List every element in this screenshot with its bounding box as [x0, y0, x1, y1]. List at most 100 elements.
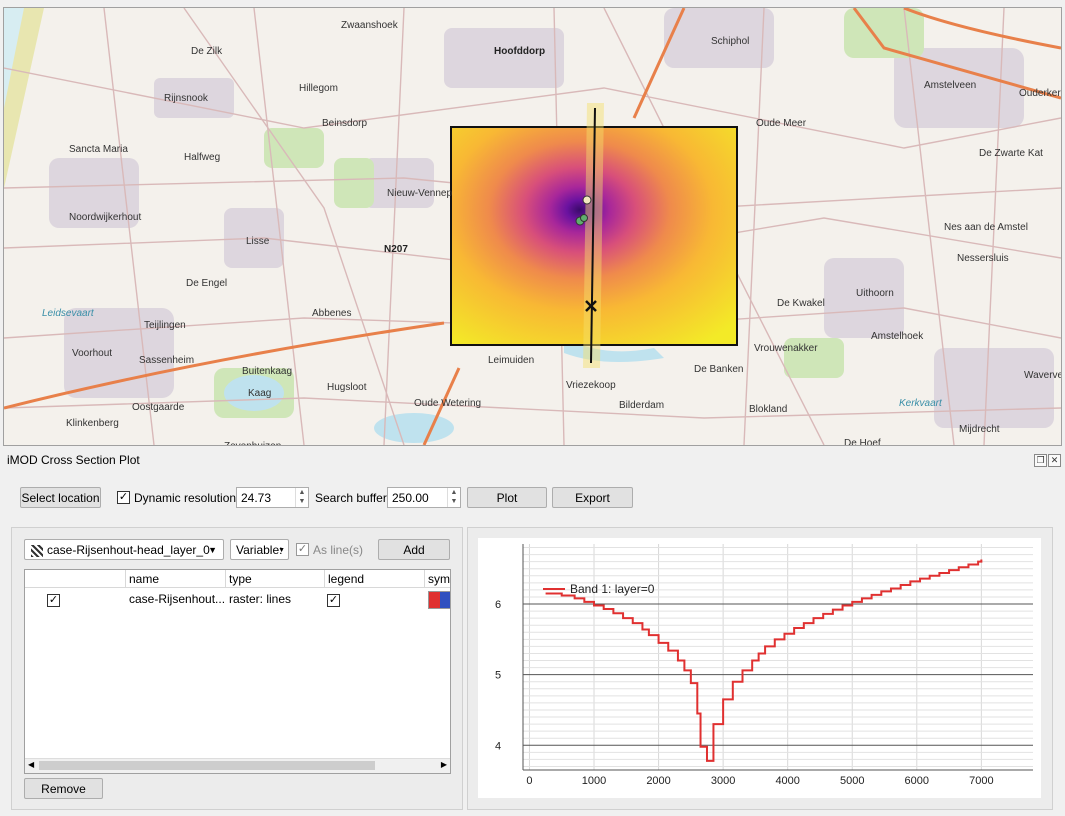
legend-label: Band 1: layer=0 — [570, 582, 655, 596]
place-label: Kaag — [248, 388, 272, 399]
place-label: De Zwarte Kat — [979, 148, 1043, 159]
place-label: Mijdrecht — [959, 424, 1000, 435]
place-label: Voorhout — [72, 348, 113, 359]
resolution-spinbox[interactable]: 24.73 ▲ ▼ — [236, 487, 309, 508]
place-label: Buitenkaag — [242, 366, 293, 377]
place-label: Amstelhoek — [871, 331, 924, 342]
symbol-swatch[interactable] — [428, 591, 450, 609]
place-label: Vrouwenakker — [754, 343, 818, 354]
y-tick-label: 5 — [495, 670, 501, 682]
cross-section-plot[interactable]: 0 1000 2000 3000 4000 5000 6000 7000 4 5 6 Band 1: … — [478, 538, 1041, 798]
select-location-button[interactable]: Select location — [20, 487, 101, 508]
place-label: Noordwijkerhout — [69, 212, 142, 223]
place-label: De Kwakel — [777, 298, 825, 309]
place-label: Lisse — [246, 236, 270, 247]
row-legend-checkbox[interactable]: ✓ — [327, 594, 340, 607]
variable-combobox[interactable]: Variable: ▼ — [230, 539, 289, 560]
variable-combo-text: Variable: — [236, 543, 283, 557]
place-label: Nieuw-Vennep — [387, 188, 453, 199]
layer-combo-text: case-Rijsenhout-head_layer_0 — [47, 543, 210, 557]
place-label: Nessersluis — [957, 253, 1009, 264]
x-tick-label: 4000 — [775, 775, 799, 787]
column-header-legend[interactable]: legend — [325, 570, 425, 588]
place-label: N207 — [384, 244, 408, 255]
place-label: Waverveen — [1024, 370, 1061, 381]
chart-svg: 0 1000 2000 3000 4000 5000 6000 7000 4 5 6 Band 1: … — [495, 544, 1033, 787]
column-header-type[interactable]: type — [226, 570, 325, 588]
export-button[interactable]: Export — [552, 487, 633, 508]
chevron-down-icon: ▼ — [208, 545, 217, 555]
place-label: Abbenes — [312, 308, 352, 319]
map-canvas[interactable]: Zwaanshoek Hoofddorp Schiphol De Zilk Hilleg… — [3, 7, 1062, 446]
place-label: Schiphol — [711, 36, 750, 47]
search-buffer-value: 250.00 — [392, 491, 429, 505]
place-label: Blokland — [749, 404, 788, 415]
place-label: Teijlingen — [144, 320, 186, 331]
place-label: Hoofddorp — [494, 46, 546, 57]
restore-icon[interactable]: ❐ — [1034, 454, 1047, 467]
column-header-symbol[interactable]: sym — [425, 570, 450, 588]
x-tick-label: 5000 — [840, 775, 864, 787]
place-label: Halfweg — [184, 152, 221, 163]
place-label: Nes aan de Amstel — [944, 222, 1028, 233]
place-label: Sancta Maria — [69, 144, 128, 155]
place-label: Klinkenberg — [66, 418, 119, 429]
remove-button[interactable]: Remove — [24, 778, 103, 799]
as-lines-label: As line(s) — [313, 543, 364, 557]
place-label: Kerkvaart — [899, 398, 942, 409]
row-type: raster: lines — [229, 592, 292, 606]
layer-combobox[interactable]: case-Rijsenhout-head_layer_0 ▼ — [24, 539, 224, 560]
place-label: Hillegom — [299, 83, 338, 94]
column-header-name[interactable]: name — [126, 570, 226, 588]
y-tick-label: 6 — [495, 599, 501, 611]
dynamic-resolution-label: Dynamic resolution — [134, 491, 237, 505]
as-lines-checkbox[interactable]: ✓ — [296, 543, 309, 556]
x-tick-label: 6000 — [905, 775, 929, 787]
close-icon[interactable]: ✕ — [1048, 454, 1061, 467]
place-label: Uithoorn — [856, 288, 894, 299]
dock-title: iMOD Cross Section Plot — [7, 453, 140, 467]
place-label: Zevenhuizen — [224, 441, 281, 445]
x-tick-label: 1000 — [582, 775, 606, 787]
column-header[interactable] — [25, 570, 126, 588]
place-label: Sassenheim — [139, 355, 195, 366]
scrollbar-thumb[interactable] — [39, 761, 375, 770]
place-label: Leidsevaart — [42, 308, 94, 319]
y-tick-label: 4 — [495, 740, 501, 752]
x-tick-label: 2000 — [646, 775, 670, 787]
x-tick-label: 3000 — [711, 775, 735, 787]
place-label: Beinsdorp — [322, 118, 368, 129]
place-label: Bilderdam — [619, 400, 665, 411]
spin-arrows-icon[interactable]: ▲ ▼ — [295, 488, 308, 507]
place-label: Ouderkerk — [1019, 88, 1062, 99]
place-label: De Hoef — [844, 438, 881, 446]
horizontal-scrollbar[interactable]: ◀ ▶ — [25, 758, 450, 773]
scroll-left-icon[interactable]: ◀ — [28, 760, 35, 769]
plot-button[interactable]: Plot — [467, 487, 547, 508]
place-label: Zwaanshoek — [341, 20, 398, 31]
series-line — [545, 559, 983, 762]
place-label: Oude Wetering — [414, 398, 482, 409]
place-label: De Banken — [694, 364, 744, 375]
scroll-right-icon[interactable]: ▶ — [440, 760, 447, 769]
resolution-value: 24.73 — [241, 491, 272, 505]
spin-arrows-icon[interactable]: ▲ ▼ — [447, 488, 460, 507]
place-label: Rijnsnook — [164, 93, 208, 104]
place-label: Oude Meer — [756, 118, 807, 129]
x-tick-label: 7000 — [969, 775, 993, 787]
place-label: Vriezekoop — [566, 380, 616, 391]
dynamic-resolution-checkbox[interactable]: ✓ — [117, 491, 130, 504]
row-visible-checkbox[interactable]: ✓ — [47, 594, 60, 607]
search-buffer-spinbox[interactable]: 250.00 ▲ ▼ — [387, 487, 461, 508]
place-label: Hugsloot — [327, 382, 367, 393]
place-label: De Zilk — [191, 46, 223, 57]
place-label: Oostgaarde — [132, 402, 185, 413]
place-label: Leimuiden — [488, 355, 535, 366]
raster-layer-icon — [31, 544, 43, 557]
place-label: Amstelveen — [924, 80, 977, 91]
chevron-down-icon: ▼ — [278, 547, 285, 554]
panel-splitter[interactable] — [0, 444, 1065, 450]
x-tick-label: 0 — [526, 775, 532, 787]
map-background — [4, 8, 1061, 445]
add-button[interactable]: Add — [378, 539, 450, 560]
